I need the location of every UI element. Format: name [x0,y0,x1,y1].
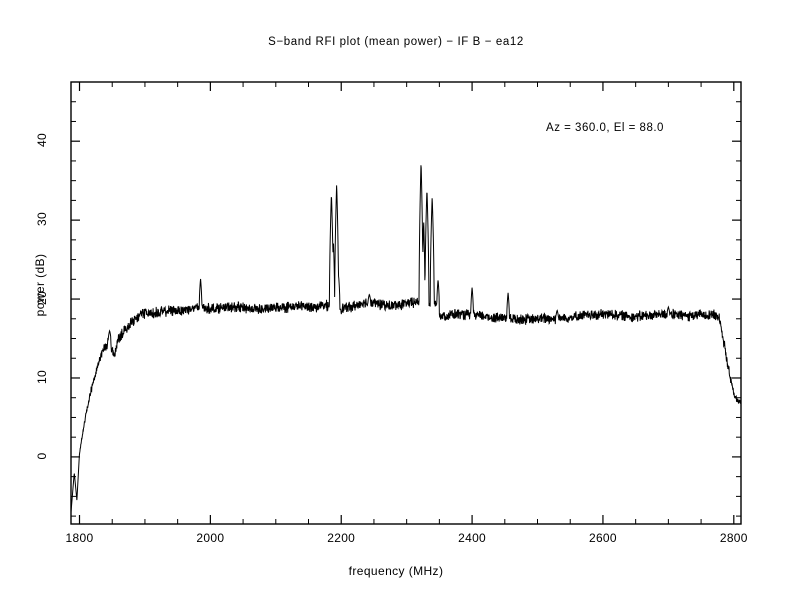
x-axis-label: frequency (MHz) [348,564,444,578]
y-tick-label: 30 [35,212,49,227]
x-tick-label: 2200 [327,531,356,545]
x-tick-label: 1800 [65,531,94,545]
y-tick-label: 0 [35,452,49,460]
y-tick-label: 10 [35,370,49,384]
x-tick-label: 2800 [719,531,748,545]
chart-title: S−band RFI plot (mean power) − IF B − ea… [268,36,524,48]
power-spectrum-trace [70,165,742,513]
pointing-annotation: Az = 360.0, El = 88.0 [546,122,664,134]
y-tick-label: 40 [35,133,49,148]
axis-ticks [71,81,741,524]
y-tick-label: 20 [35,291,49,306]
x-tick-label: 2600 [588,531,617,545]
x-tick-label: 2000 [196,531,225,545]
plot-frame [70,81,742,525]
x-tick-label: 2400 [458,531,487,545]
